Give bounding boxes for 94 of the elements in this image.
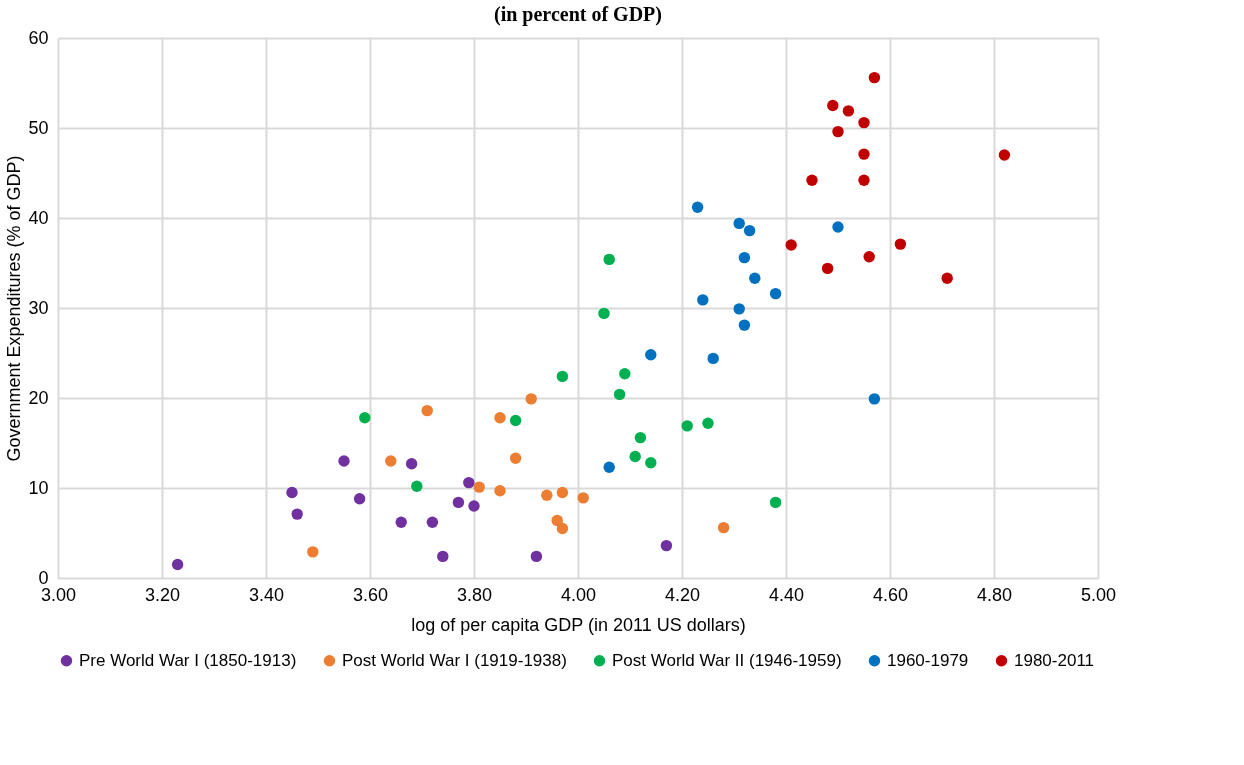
point — [858, 116, 870, 129]
point — [473, 481, 485, 493]
point — [541, 489, 553, 501]
point — [645, 349, 657, 361]
point — [717, 521, 730, 534]
point — [405, 458, 418, 470]
point — [556, 370, 569, 383]
point — [619, 368, 631, 380]
legend-label: Post World War I (1919-1938) — [342, 650, 567, 670]
point — [556, 522, 569, 535]
point — [353, 493, 366, 505]
point — [530, 550, 543, 563]
point — [738, 319, 751, 331]
point — [941, 272, 953, 284]
point — [832, 221, 844, 233]
x-tick-label: 5.00 — [1080, 584, 1117, 605]
x-tick-label: 3.60 — [352, 584, 389, 605]
point — [863, 251, 875, 263]
point — [463, 476, 475, 489]
point — [171, 558, 184, 571]
point — [702, 417, 714, 429]
point — [556, 486, 569, 499]
point — [733, 303, 745, 315]
point — [494, 412, 506, 424]
legend-label: 1960-1979 — [887, 650, 969, 670]
point — [629, 450, 641, 463]
point — [307, 546, 319, 558]
legend-label: Post World War II (1946-1959) — [612, 650, 842, 670]
point — [842, 105, 855, 117]
point — [769, 287, 782, 300]
point — [749, 272, 761, 284]
point — [509, 452, 522, 464]
point — [452, 496, 465, 509]
point — [468, 500, 480, 512]
y-tick-label: 10 — [28, 477, 49, 498]
point — [411, 480, 423, 492]
x-tick-label: 4.80 — [976, 584, 1013, 605]
point — [577, 492, 589, 504]
point — [551, 514, 563, 527]
x-tick-label: 4.20 — [664, 584, 701, 605]
point — [525, 393, 537, 405]
point — [494, 485, 506, 497]
point — [634, 431, 647, 444]
x-tick-label: 3.80 — [456, 584, 493, 605]
point — [359, 412, 371, 424]
point — [806, 174, 818, 186]
point — [437, 550, 449, 563]
x-tick-label: 4.40 — [768, 584, 805, 605]
point — [421, 404, 433, 417]
point — [681, 420, 693, 432]
point — [821, 262, 834, 275]
point — [509, 414, 522, 427]
y-tick-label: 50 — [28, 117, 49, 138]
legend-label: 1980-2011 — [1014, 650, 1095, 670]
x-tick-label: 3.20 — [144, 584, 181, 605]
point — [338, 455, 350, 467]
point — [733, 217, 745, 230]
point — [868, 71, 881, 84]
y-tick-label: 30 — [28, 297, 49, 318]
point — [691, 201, 704, 213]
chart-title: (in percent of GDP) — [494, 3, 662, 26]
point — [707, 352, 719, 365]
point — [598, 307, 610, 320]
point — [785, 239, 797, 251]
point — [291, 508, 303, 520]
point — [385, 455, 397, 467]
legend-label: Pre World War I (1850-1913) — [79, 650, 297, 670]
point — [769, 496, 782, 509]
point — [603, 461, 615, 473]
point — [645, 457, 657, 469]
point — [603, 253, 615, 266]
point — [660, 539, 673, 552]
y-tick-label: 20 — [28, 387, 49, 408]
point — [738, 251, 751, 264]
point — [426, 516, 439, 528]
x-axis-title: log of per capita GDP (in 2011 US dollars) — [411, 614, 746, 635]
y-tick-label: 40 — [28, 207, 49, 228]
point — [743, 224, 756, 237]
x-tick-label: 3.40 — [248, 584, 285, 605]
point — [286, 486, 298, 499]
point — [827, 99, 839, 112]
point — [697, 294, 709, 306]
point — [894, 238, 907, 250]
point — [868, 393, 881, 405]
point — [858, 174, 870, 186]
point — [613, 388, 626, 401]
y-tick-label: 60 — [28, 27, 49, 48]
point — [858, 148, 870, 160]
point — [998, 149, 1011, 161]
x-tick-label: 4.00 — [560, 584, 597, 605]
point — [832, 125, 844, 138]
point — [395, 516, 407, 528]
y-axis-title: Government Expenditures (% of GDP) — [4, 155, 25, 462]
x-tick-label: 4.60 — [872, 584, 909, 605]
